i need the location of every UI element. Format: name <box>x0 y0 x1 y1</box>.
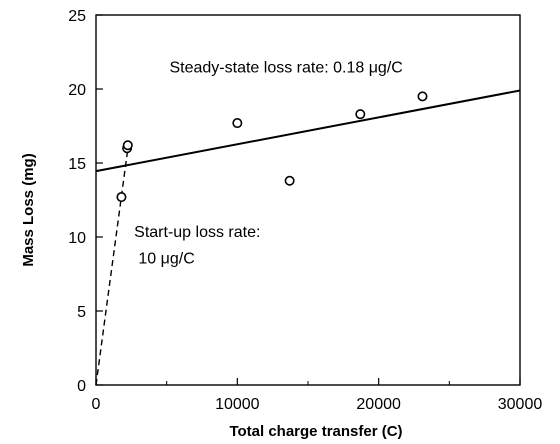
chart-axes: 0 10000 20000 30000 0 5 10 15 20 25 <box>68 8 542 413</box>
chart-lines <box>95 89 521 386</box>
chart-points <box>116 91 428 203</box>
steady-state-fit-line <box>95 89 521 173</box>
data-point <box>417 91 428 102</box>
data-point <box>355 109 366 120</box>
annotation-steady-state: Steady-state loss rate: 0.18 μg/C <box>169 60 402 77</box>
x-tick-label: 0 <box>92 396 101 413</box>
x-tick-label: 20000 <box>356 396 401 413</box>
data-point <box>122 140 133 151</box>
y-tick-label: 25 <box>68 8 86 25</box>
data-point <box>284 175 295 186</box>
y-tick-label: 15 <box>68 156 86 173</box>
y-tick-label: 5 <box>77 304 86 321</box>
x-tick-label: 30000 <box>498 396 543 413</box>
y-tick-label: 10 <box>68 230 86 247</box>
x-tick-label: 10000 <box>215 396 260 413</box>
data-point <box>116 192 127 203</box>
y-axis-title: Mass Loss (mg) <box>20 153 37 266</box>
y-tick-label: 20 <box>68 82 86 99</box>
chart-labels: Steady-state loss rate: 0.18 μg/C Start-… <box>20 60 403 440</box>
annotation-startup-title: Start-up loss rate: <box>134 224 260 241</box>
startup-fit-line <box>95 143 130 386</box>
annotation-startup-value: 10 μg/C <box>138 251 194 268</box>
data-point <box>232 118 243 129</box>
y-tick-label: 0 <box>77 378 86 395</box>
x-axis-title: Total charge transfer (C) <box>229 423 402 440</box>
